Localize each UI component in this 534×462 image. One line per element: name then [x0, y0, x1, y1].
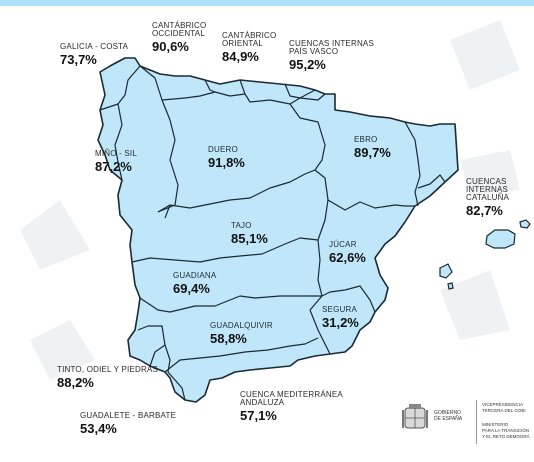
- label-galicia-costa: GALICIA - COSTA 73,7%: [60, 42, 129, 67]
- basin-percentage: 95,2%: [289, 57, 326, 72]
- basin-percentage: 90,6%: [152, 39, 189, 54]
- coat-of-arms-icon: [402, 404, 428, 429]
- vicepresidencia-line1: VICEPRESIDENCIA: [482, 402, 524, 407]
- label-guadiana: GUADIANA 69,4%: [173, 271, 217, 296]
- label-tajo: TAJO 85,1%: [231, 221, 268, 246]
- vicepresidencia-text: VICEPRESIDENCIA TERCERA DEL GOBI: [482, 402, 526, 414]
- label-tinto-odiel-piedras: TINTO, ODIEL Y PIEDRAS 88,2%: [57, 365, 159, 390]
- basin-name: GUADALQUIVIR: [210, 321, 273, 330]
- basin-name-line2: PAÍS VASCO: [289, 47, 339, 56]
- basin-percentage: 87,2%: [95, 159, 132, 174]
- gobierno-text: GOBIERNO DE ESPAÑA: [434, 410, 462, 422]
- ministerio-line3: Y EL RETO DEMOGRÁ: [482, 434, 530, 439]
- basin-name: SEGURA: [322, 305, 357, 314]
- basin-name: JÚCAR: [329, 240, 357, 249]
- basin-boundaries: [99, 65, 446, 401]
- basin-name: CUENCAS INTERNAS: [466, 177, 509, 194]
- basin-name: CANTÁBRICO: [222, 31, 277, 40]
- balearic-islands: [439, 219, 531, 290]
- basin-name: MIÑO - SIL: [95, 149, 138, 158]
- basin-percentage: 58,8%: [210, 331, 247, 346]
- basin-percentage: 82,7%: [466, 203, 503, 218]
- background-watermark: [20, 20, 520, 380]
- gobierno-line2: DE ESPAÑA: [434, 416, 463, 422]
- label-jucar: JÚCAR 62,6%: [329, 240, 366, 265]
- label-mino-sil: MIÑO - SIL 87,2%: [95, 149, 138, 174]
- basin-name: GUADIANA: [173, 271, 217, 280]
- basin-percentage: 88,2%: [57, 375, 94, 390]
- basin-percentage: 85,1%: [231, 231, 268, 246]
- basin-name: CUENCA MEDITERRÁNEA: [240, 390, 343, 399]
- gobierno-line1: GOBIERNO: [434, 410, 461, 416]
- label-cataluna: CUENCAS INTERNAS CATALUÑA 82,7%: [466, 177, 534, 218]
- basin-percentage: 69,4%: [173, 281, 210, 296]
- basin-percentage: 53,4%: [80, 421, 117, 436]
- ministerio-line2: PARA LA TRANSICIÓN: [482, 428, 530, 433]
- basin-percentage: 73,7%: [60, 52, 97, 67]
- basin-percentage: 89,7%: [354, 145, 391, 160]
- basin-percentage: 62,6%: [329, 250, 366, 265]
- label-cantabrico-occidental: CANTÁBRICO OCCIDENTAL 90,6%: [152, 21, 207, 54]
- logo-divider: [476, 400, 477, 444]
- basin-percentage: 84,9%: [222, 49, 259, 64]
- ministerio-text: MINISTERIO PARA LA TRANSICIÓN Y EL RETO …: [482, 422, 530, 440]
- basin-name-line2: CATALUÑA: [466, 193, 510, 202]
- basin-name-line2: ANDALUZA: [240, 398, 285, 407]
- label-segura: SEGURA 31,2%: [322, 305, 359, 330]
- label-ebro: EBRO 89,7%: [354, 135, 391, 160]
- basin-percentage: 91,8%: [208, 155, 245, 170]
- label-duero: DUERO 91,8%: [208, 145, 245, 170]
- basin-name: CUENCAS INTERNAS: [289, 39, 374, 48]
- basin-name: TINTO, ODIEL Y PIEDRAS: [57, 365, 159, 374]
- basin-percentage: 57,1%: [240, 408, 277, 423]
- basin-name: GUADALETE - BARBATE: [80, 411, 177, 420]
- basin-percentage: 31,2%: [322, 315, 359, 330]
- basin-name: GALICIA - COSTA: [60, 42, 129, 51]
- vicepresidencia-line2: TERCERA DEL GOBI: [482, 408, 526, 413]
- top-accent-bar: [0, 0, 534, 6]
- ministerio-line1: MINISTERIO: [482, 422, 509, 427]
- basin-name: EBRO: [354, 135, 378, 144]
- label-pais-vasco: CUENCAS INTERNAS PAÍS VASCO 95,2%: [289, 39, 374, 72]
- basin-name-line2: ORIENTAL: [222, 39, 264, 48]
- basin-name: CANTÁBRICO: [152, 21, 207, 30]
- label-mediterranea-andaluza: CUENCA MEDITERRÁNEA ANDALUZA 57,1%: [240, 390, 343, 423]
- basin-name: TAJO: [231, 221, 252, 230]
- spain-mainland: [97, 57, 459, 403]
- label-guadalquivir: GUADALQUIVIR 58,8%: [210, 321, 273, 346]
- basin-name: DUERO: [208, 145, 238, 154]
- label-cantabrico-oriental: CANTÁBRICO ORIENTAL 84,9%: [222, 31, 277, 64]
- basin-name-line2: OCCIDENTAL: [152, 29, 205, 38]
- label-guadalete-barbate: GUADALETE - BARBATE 53,4%: [80, 411, 177, 436]
- government-logo: GOBIERNO DE ESPAÑA VICEPRESIDENCIA TERCE…: [400, 398, 534, 448]
